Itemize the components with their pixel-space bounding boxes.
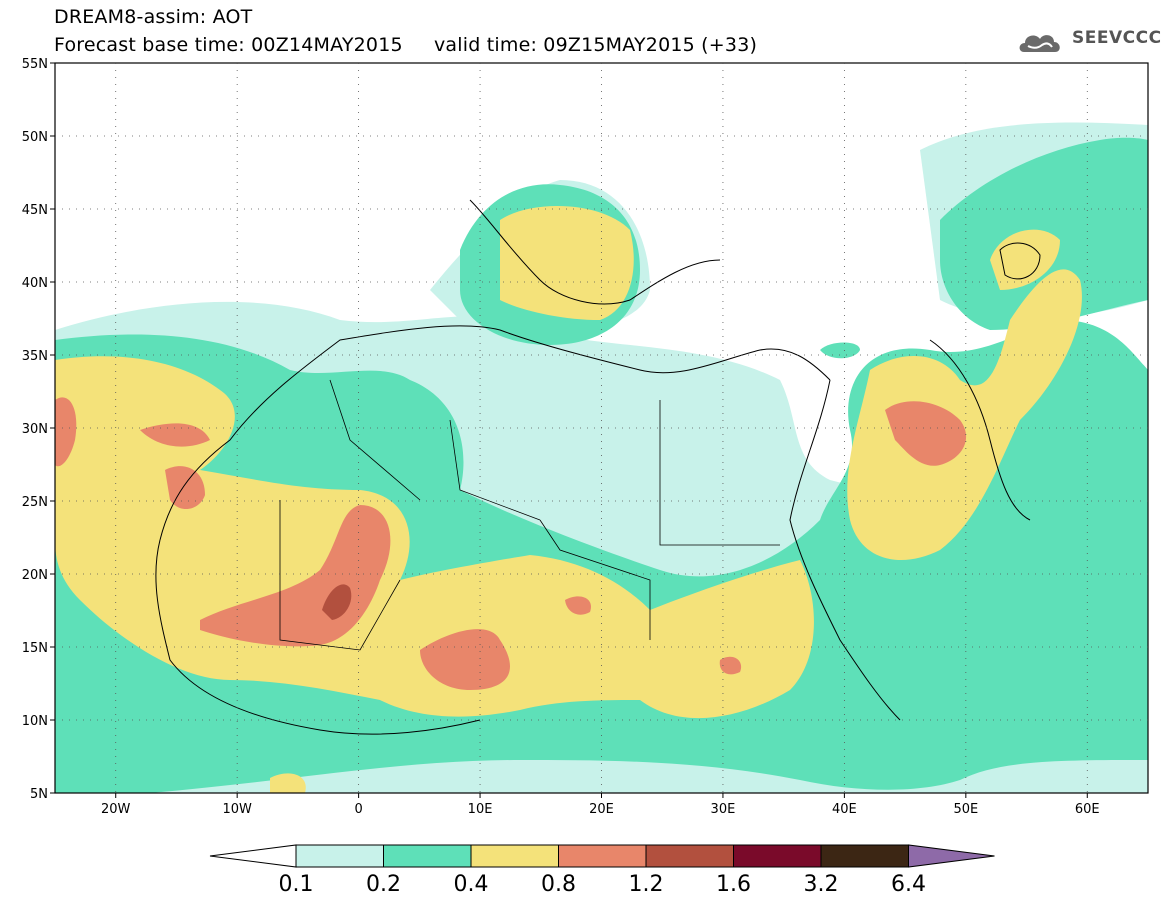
lat-tick-label: 40N [22, 276, 48, 291]
lat-tick-label: 5N [30, 787, 48, 802]
colorbar-label: 0.8 [541, 872, 576, 897]
colorbar-swatch [470, 844, 559, 868]
forecast-times: Forecast base time: 00Z14MAY2015 valid t… [54, 34, 757, 56]
gridlines [55, 63, 1148, 793]
colorbar: 0.1 0.2 0.4 0.8 1.2 1.6 3.2 6.4 [209, 844, 995, 897]
logo-text: SEEVCCC [1072, 28, 1162, 48]
base-time: Forecast base time: 00Z14MAY2015 [54, 34, 403, 56]
lon-tick-label: 50E [953, 802, 978, 817]
colorbar-swatch [820, 844, 909, 868]
colorbar-label: 6.4 [891, 872, 926, 897]
lon-tick-label: 0 [354, 802, 362, 817]
colorbar-swatch [383, 844, 472, 868]
colorbar-label: 0.4 [454, 872, 489, 897]
lat-tick-label: 35N [22, 349, 48, 364]
map-title: DREAM8-assim: AOT [54, 6, 253, 28]
colorbar-swatch [645, 844, 734, 868]
country-borders [279, 379, 780, 651]
valid-time: valid time: 09Z15MAY2015 (+33) [433, 34, 758, 56]
lon-tick-label: 40E [832, 802, 857, 817]
lon-tick-label: 20W [101, 802, 131, 817]
colorbar-label: 0.1 [279, 872, 314, 897]
colorbar-label: 0.2 [366, 872, 401, 897]
colorbar-swatch [733, 844, 822, 868]
lat-tick-label: 55N [22, 57, 48, 72]
lon-tick-label: 30E [711, 802, 736, 817]
coastlines [155, 199, 1041, 735]
colorbar-swatch [295, 844, 384, 868]
colorbar-swatch [558, 844, 647, 868]
lon-tick-label: 60E [1075, 802, 1100, 817]
lat-tick-label: 45N [22, 203, 48, 218]
colorbar-arrow-high [908, 844, 995, 868]
lat-tick-label: 15N [22, 641, 48, 656]
lon-tick-label: 10W [222, 802, 252, 817]
cloud-icon [1019, 35, 1060, 52]
lat-tick-label: 50N [22, 130, 48, 145]
aot-level-1-2 [322, 584, 352, 620]
lat-tick-label: 30N [22, 422, 48, 437]
lat-tick-label: 20N [22, 568, 48, 583]
colorbar-label: 1.6 [716, 872, 751, 897]
lon-tick-label: 10E [468, 802, 493, 817]
colorbar-label: 3.2 [804, 872, 839, 897]
colorbar-label: 1.2 [629, 872, 664, 897]
latitude-axis: 55N 50N 45N 40N 35N 30N 25N 20N 15N 10N 5N [22, 57, 55, 802]
lat-tick-label: 25N [22, 495, 48, 510]
lon-tick-label: 20E [589, 802, 614, 817]
longitude-axis: 20W 10W 0 10E 20E 30E 40E 50E 60E [101, 793, 1100, 817]
lat-tick-label: 10N [22, 714, 48, 729]
colorbar-arrow-low [209, 844, 297, 868]
